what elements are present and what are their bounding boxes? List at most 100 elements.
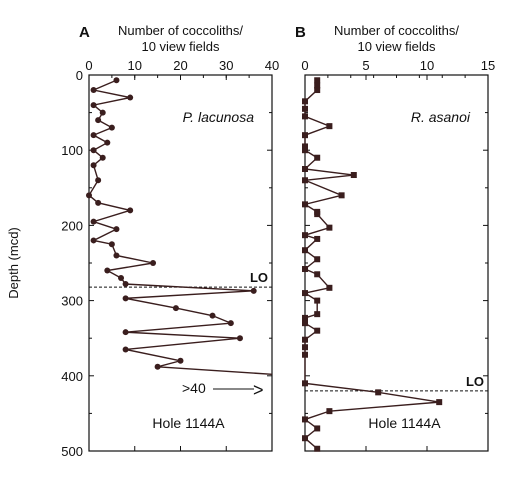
data-point xyxy=(250,287,257,294)
lo-label: LO xyxy=(250,270,268,285)
panel-label: B xyxy=(295,24,306,41)
data-point xyxy=(302,143,308,150)
data-point xyxy=(302,380,308,387)
data-point xyxy=(108,124,115,131)
data-point xyxy=(302,201,308,208)
lo-label: LO xyxy=(466,374,484,389)
y-tick-label: 100 xyxy=(61,143,83,158)
data-point xyxy=(302,105,308,112)
data-point xyxy=(326,224,333,231)
data-point xyxy=(302,344,308,351)
data-point xyxy=(177,357,184,364)
data-point xyxy=(302,435,308,442)
data-point xyxy=(302,166,308,172)
data-point xyxy=(95,117,102,124)
panel-label: A xyxy=(79,24,90,41)
data-point xyxy=(302,177,308,184)
data-point xyxy=(314,82,321,89)
data-point xyxy=(104,139,111,146)
data-point xyxy=(172,305,179,312)
data-point xyxy=(302,232,308,239)
data-point xyxy=(314,87,321,94)
panel-a: A Number of coccoliths/10 view fields 0 10 2… xyxy=(61,23,279,459)
data-point xyxy=(86,192,92,199)
data-point xyxy=(314,327,321,334)
x-tick-label: 10 xyxy=(420,58,434,73)
y-tick-label: 400 xyxy=(61,369,83,384)
data-point xyxy=(108,241,115,248)
overflow-arrow-head: > xyxy=(253,380,264,400)
data-point xyxy=(314,445,321,452)
data-point xyxy=(154,363,161,370)
data-point xyxy=(302,314,308,321)
data-point xyxy=(302,336,308,343)
data-point xyxy=(314,154,321,161)
data-point xyxy=(113,77,120,84)
x-tick-label: 0 xyxy=(85,58,92,73)
plot-frame xyxy=(88,74,273,452)
data-point xyxy=(236,335,243,342)
panel-b: B Number of coccoliths/10 view fields 0 5 10… xyxy=(295,23,495,452)
y-tick-label: 0 xyxy=(76,68,83,83)
data-point xyxy=(326,408,333,415)
x-tick-label: 5 xyxy=(362,58,369,73)
data-point xyxy=(314,211,321,218)
data-point xyxy=(350,172,357,179)
x-tick-label: 10 xyxy=(128,58,142,73)
data-point xyxy=(113,226,120,233)
data-point xyxy=(209,312,216,319)
hole-label: Hole 1144A xyxy=(152,415,225,431)
data-point xyxy=(326,284,333,291)
x-tick-label: 15 xyxy=(481,58,495,73)
x-axis-title-line2: 10 view fields xyxy=(357,39,436,54)
data-point xyxy=(95,199,102,206)
series-line xyxy=(302,80,440,450)
data-point xyxy=(302,290,308,297)
data-point xyxy=(90,102,97,109)
data-point xyxy=(314,311,321,318)
y-tick-label: 300 xyxy=(61,294,83,309)
data-point xyxy=(90,132,97,139)
data-point xyxy=(302,132,308,139)
data-point xyxy=(122,295,129,302)
data-point xyxy=(122,281,129,288)
data-point xyxy=(326,123,333,130)
x-axis-title-line1: Number of coccoliths/ xyxy=(334,23,459,38)
data-point xyxy=(302,416,308,423)
data-point xyxy=(122,329,129,336)
data-point xyxy=(314,425,321,432)
data-point xyxy=(122,346,129,353)
data-point xyxy=(95,177,102,184)
data-point xyxy=(227,320,234,327)
data-point xyxy=(150,260,157,266)
data-point xyxy=(302,113,308,120)
data-point xyxy=(99,109,106,116)
y-tick-label: 500 xyxy=(61,444,83,459)
data-point xyxy=(113,252,120,259)
data-point xyxy=(302,147,308,154)
data-point xyxy=(314,297,321,304)
data-point xyxy=(127,94,134,101)
data-point xyxy=(90,162,97,169)
data-point xyxy=(436,399,443,406)
species-label: R. asanoi xyxy=(411,109,471,125)
data-point xyxy=(90,218,97,225)
data-point xyxy=(314,256,321,263)
hole-label: Hole 1144A xyxy=(368,415,441,431)
species-label: P. lacunosa xyxy=(183,109,255,125)
data-point xyxy=(314,271,321,278)
data-point xyxy=(302,266,308,273)
x-axis-title-line2: 10 view fields xyxy=(141,39,220,54)
overflow-label: >40 xyxy=(182,380,206,396)
data-point xyxy=(90,147,97,154)
data-point xyxy=(302,247,308,254)
x-tick-label: 30 xyxy=(219,58,233,73)
x-axis-title-line1: Number of coccoliths/ xyxy=(118,23,243,38)
data-point xyxy=(314,77,321,84)
data-point xyxy=(127,207,134,214)
data-point xyxy=(118,275,125,282)
data-point xyxy=(90,237,97,244)
y-axis-label: Depth (mcd) xyxy=(6,227,21,299)
data-point xyxy=(302,320,308,327)
